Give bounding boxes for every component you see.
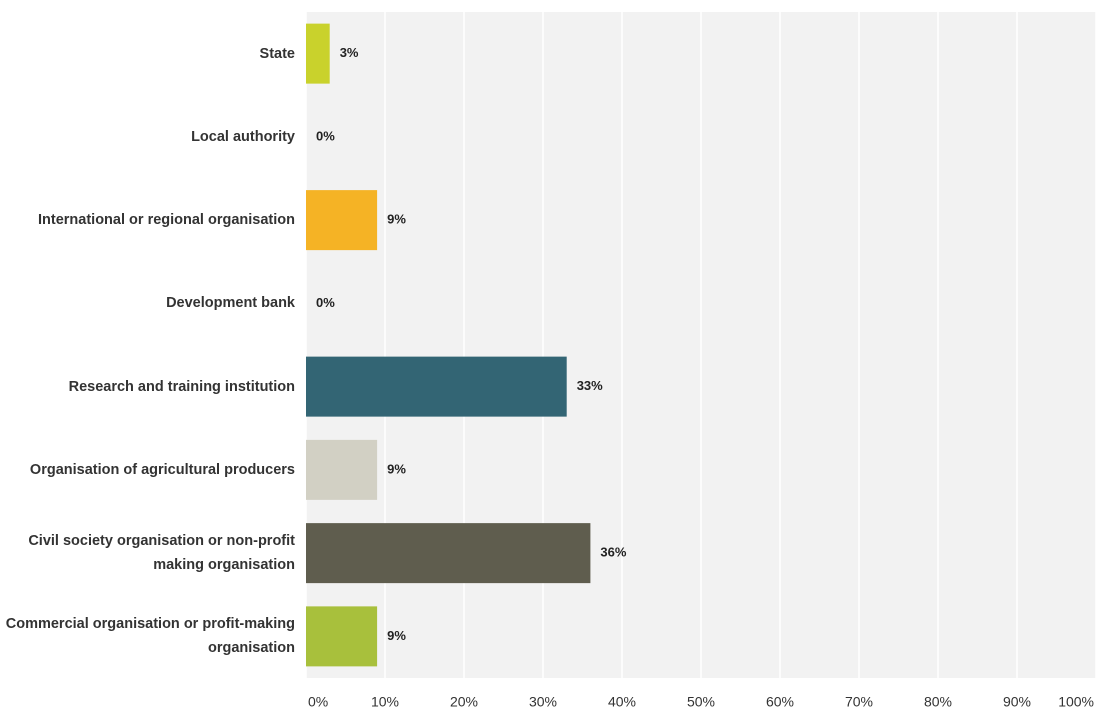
x-tick-label: 0% [308,694,328,710]
value-label: 36% [600,545,626,560]
category-label: State [259,45,295,62]
value-label: 33% [577,378,603,393]
x-tick-label: 80% [924,694,952,710]
category-label: Civil society organisation or non-profit… [28,533,295,574]
bar [306,190,378,251]
category-label: International or regional organisation [38,212,295,229]
value-label: 9% [387,212,406,227]
category-label: Local authority [191,128,295,145]
value-label: 3% [340,45,359,60]
x-tick-label: 90% [1003,694,1031,710]
x-tick-label: 20% [450,694,478,710]
x-tick-label: 60% [766,694,794,710]
value-label: 0% [316,295,335,310]
x-tick-label: 30% [529,694,557,710]
bar [306,439,378,500]
category-label: Commercial organisation or profit-making… [5,616,295,657]
value-label: 9% [387,461,406,476]
value-label: 0% [316,128,335,143]
value-label: 9% [387,628,406,643]
x-tick-label: 100% [1058,694,1094,710]
bar [306,356,567,417]
bar [306,606,378,667]
x-tick-label: 10% [371,694,399,710]
x-tick-label: 70% [845,694,873,710]
x-tick-label: 50% [687,694,715,710]
bar [306,523,591,584]
category-label: Development bank [166,295,295,312]
bar [306,23,330,84]
x-tick-label: 40% [608,694,636,710]
category-label: Research and training institution [68,378,295,395]
category-label: Organisation of agricultural producers [29,461,295,478]
